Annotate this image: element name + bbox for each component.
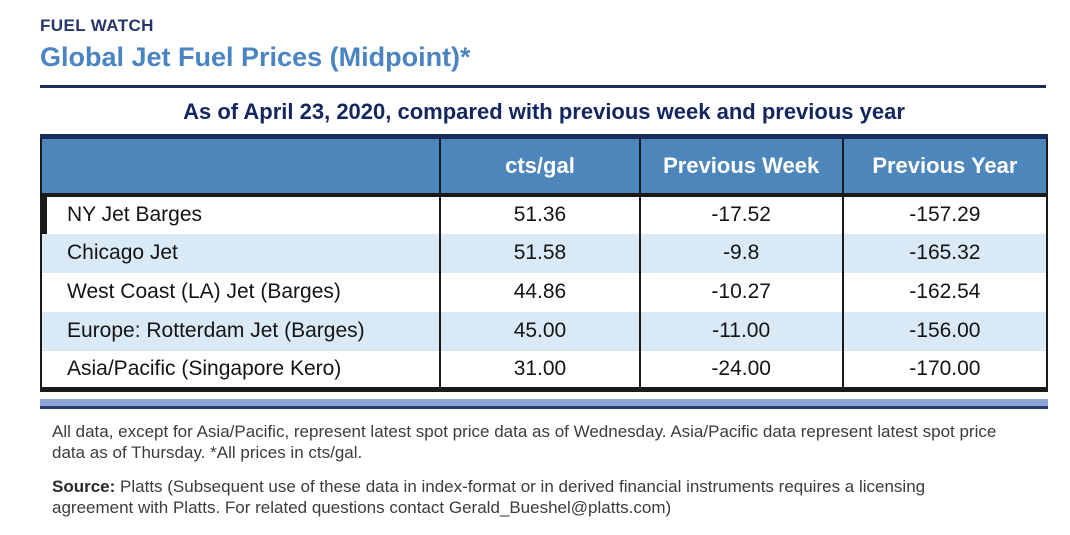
title-divider (40, 85, 1046, 88)
cts-gal-value: 44.86 (439, 272, 640, 312)
previous-year-value: -156.00 (841, 311, 1047, 351)
bottom-accent-bar (40, 399, 1048, 409)
row-label: Asia/Pacific (Singapore Kero) (67, 356, 342, 380)
previous-year-value: -165.32 (841, 233, 1047, 273)
table-row: Chicago Jet 51.58 -9.8 -165.32 (41, 233, 1047, 273)
row-label: Europe: Rotterdam Jet (Barges) (67, 319, 365, 342)
source-note: Source: Platts (Subsequent use of these … (52, 476, 1004, 518)
previous-week-value: -9.8 (638, 233, 843, 273)
row-label: NY Jet Barges (41, 195, 440, 234)
previous-year-value: -170.00 (841, 350, 1047, 390)
page-title: Global Jet Fuel Prices (Midpoint)* (40, 42, 471, 72)
previous-week-value: -11.00 (638, 311, 843, 351)
table-row: Europe: Rotterdam Jet (Barges) 45.00 -11… (41, 311, 1047, 351)
cts-gal-value: 31.00 (439, 350, 640, 390)
previous-week-value: -10.27 (638, 272, 843, 312)
table-row: Asia/Pacific (Singapore Kero) 31.00 -24.… (41, 350, 1047, 390)
source-text: Platts (Subsequent use of these data in … (52, 477, 926, 517)
source-label: Source: (52, 477, 116, 496)
cts-gal-value: 51.58 (439, 233, 640, 273)
previous-year-value: -162.54 (841, 272, 1047, 312)
column-header-previous-year: Previous Year (841, 136, 1047, 197)
cts-gal-value: 51.36 (439, 194, 640, 234)
report-kicker: FUEL WATCH (40, 16, 154, 35)
column-header-blank (41, 136, 441, 197)
fuel-watch-report: FUEL WATCH Global Jet Fuel Prices (Midpo… (40, 16, 1048, 518)
previous-week-value: -17.52 (638, 194, 843, 234)
table-subtitle: As of April 23, 2020, compared with prev… (183, 99, 905, 124)
table-row: NY Jet Barges 51.36 -17.52 -157.29 (41, 194, 1047, 234)
previous-year-value: -157.29 (841, 194, 1047, 234)
column-header-cts-gal: cts/gal (439, 136, 640, 197)
footnote: All data, except for Asia/Pacific, repre… (52, 422, 997, 462)
previous-week-value: -24.00 (638, 350, 843, 390)
cts-gal-value: 45.00 (439, 311, 640, 351)
table-row: West Coast (LA) Jet (Barges) 44.86 -10.2… (41, 272, 1047, 312)
row-label: West Coast (LA) Jet (Barges) (67, 280, 341, 303)
column-header-previous-week: Previous Week (638, 136, 843, 197)
row-label: Chicago Jet (67, 241, 178, 264)
jet-fuel-prices-table: cts/gal Previous Week Previous Year NY J… (40, 134, 1048, 392)
table-header-row: cts/gal Previous Week Previous Year (41, 136, 1047, 197)
